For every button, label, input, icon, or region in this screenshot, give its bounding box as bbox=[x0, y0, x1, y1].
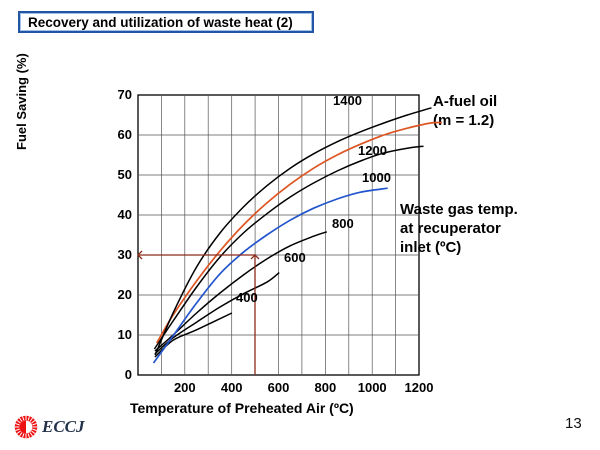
svg-text:1200: 1200 bbox=[358, 143, 387, 158]
svg-text:10: 10 bbox=[118, 327, 132, 342]
svg-text:70: 70 bbox=[118, 87, 132, 102]
svg-text:200: 200 bbox=[174, 380, 196, 395]
svg-text:60: 60 bbox=[118, 127, 132, 142]
svg-text:600: 600 bbox=[284, 250, 306, 265]
svg-text:800: 800 bbox=[315, 380, 337, 395]
svg-text:40: 40 bbox=[118, 207, 132, 222]
svg-text:20: 20 bbox=[118, 287, 132, 302]
svg-text:400: 400 bbox=[221, 380, 243, 395]
svg-text:800: 800 bbox=[332, 216, 354, 231]
svg-text:400: 400 bbox=[236, 290, 258, 305]
svg-text:1000: 1000 bbox=[362, 170, 391, 185]
svg-text:600: 600 bbox=[268, 380, 290, 395]
svg-text:1000: 1000 bbox=[358, 380, 387, 395]
svg-text:1200: 1200 bbox=[405, 380, 434, 395]
svg-text:50: 50 bbox=[118, 167, 132, 182]
svg-text:1400: 1400 bbox=[333, 93, 362, 108]
svg-text:30: 30 bbox=[118, 247, 132, 262]
svg-text:0: 0 bbox=[125, 367, 132, 382]
